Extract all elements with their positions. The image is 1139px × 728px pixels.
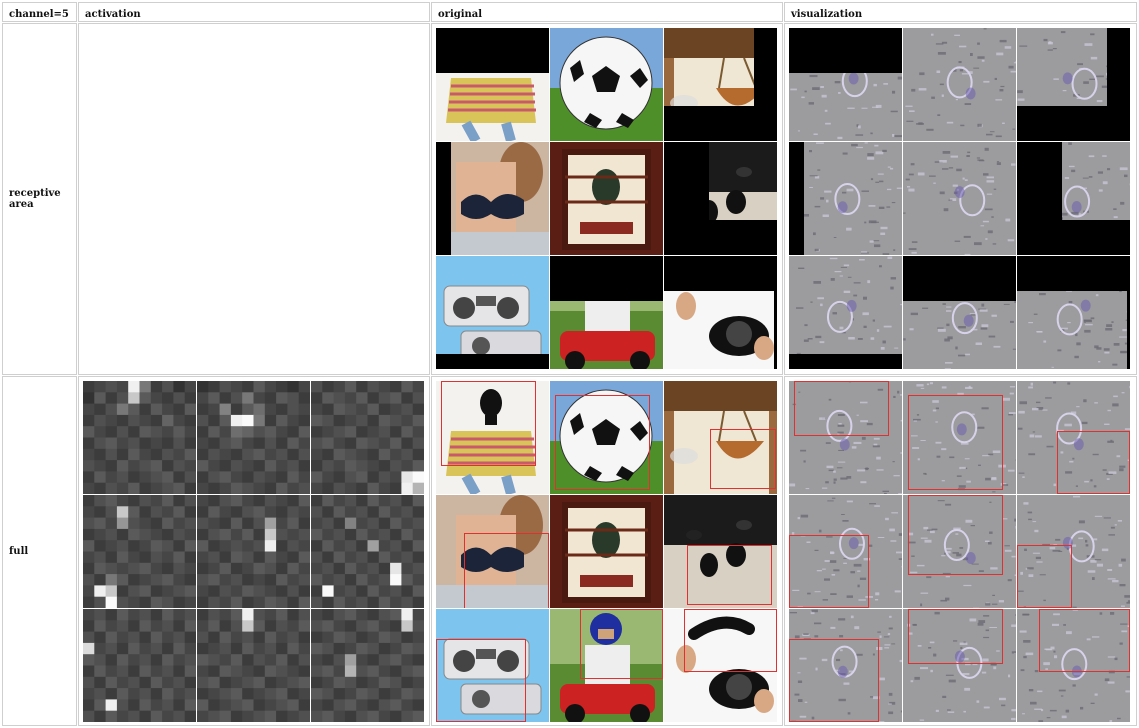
full-visualization-thumbnail xyxy=(789,495,902,608)
header-original: original xyxy=(431,2,783,22)
receptive-original-thumbnail xyxy=(436,256,549,369)
full-original-cell xyxy=(431,376,783,726)
full-original-thumbnail xyxy=(550,495,663,608)
full-visualization-thumbnail xyxy=(903,381,1016,494)
receptive-visualization-thumbnail xyxy=(789,142,902,255)
full-original-thumbnail xyxy=(550,609,663,722)
receptive-visualization-cell xyxy=(784,23,1137,375)
receptive-visualization-thumbnail xyxy=(1017,142,1130,255)
full-visualization-thumbnail xyxy=(903,609,1016,722)
receptive-activation-cell xyxy=(78,23,430,375)
activation-heatmap xyxy=(311,381,424,494)
activation-heatmap-grid xyxy=(83,381,424,722)
receptive-original-grid xyxy=(436,28,777,369)
receptive-original-thumbnail xyxy=(664,256,777,369)
full-original-grid xyxy=(436,381,777,722)
header-channel: channel=5 xyxy=(2,2,77,22)
activation-heatmap xyxy=(311,609,424,722)
full-visualization-thumbnail xyxy=(789,609,902,722)
activation-heatmap xyxy=(83,381,196,494)
receptive-original-thumbnail xyxy=(664,28,777,141)
full-original-thumbnail xyxy=(550,381,663,494)
receptive-visualization-grid xyxy=(789,28,1130,369)
full-activation-cell xyxy=(78,376,430,726)
full-original-thumbnail xyxy=(664,495,777,608)
full-visualization-thumbnail xyxy=(1017,495,1130,608)
receptive-visualization-thumbnail xyxy=(903,142,1016,255)
receptive-visualization-thumbnail xyxy=(789,28,902,141)
receptive-visualization-thumbnail xyxy=(1017,256,1130,369)
receptive-original-thumbnail xyxy=(550,28,663,141)
activation-heatmap xyxy=(83,609,196,722)
activation-heatmap xyxy=(197,609,310,722)
receptive-original-thumbnail xyxy=(550,256,663,369)
full-visualization-grid xyxy=(789,381,1130,722)
receptive-visualization-thumbnail xyxy=(1017,28,1130,141)
receptive-visualization-thumbnail xyxy=(789,256,902,369)
receptive-original-thumbnail xyxy=(436,142,549,255)
full-original-thumbnail xyxy=(436,495,549,608)
receptive-visualization-thumbnail xyxy=(903,256,1016,369)
row-label-receptive: receptive area xyxy=(2,23,77,375)
receptive-original-thumbnail xyxy=(550,142,663,255)
header-activation: activation xyxy=(78,2,430,22)
full-original-thumbnail xyxy=(436,381,549,494)
receptive-original-thumbnail xyxy=(664,142,777,255)
activation-heatmap xyxy=(197,495,310,608)
activation-heatmap xyxy=(197,381,310,494)
receptive-original-cell xyxy=(431,23,783,375)
full-visualization-thumbnail xyxy=(1017,609,1130,722)
full-visualization-thumbnail xyxy=(903,495,1016,608)
row-label-full: full xyxy=(2,376,77,726)
full-visualization-cell xyxy=(784,376,1137,726)
full-visualization-thumbnail xyxy=(1017,381,1130,494)
receptive-visualization-thumbnail xyxy=(903,28,1016,141)
activation-heatmap xyxy=(311,495,424,608)
full-visualization-thumbnail xyxy=(789,381,902,494)
full-original-thumbnail xyxy=(436,609,549,722)
activation-heatmap xyxy=(83,495,196,608)
full-original-thumbnail xyxy=(664,381,777,494)
full-original-thumbnail xyxy=(664,609,777,722)
receptive-original-thumbnail xyxy=(436,28,549,141)
header-visualization: visualization xyxy=(784,2,1137,22)
